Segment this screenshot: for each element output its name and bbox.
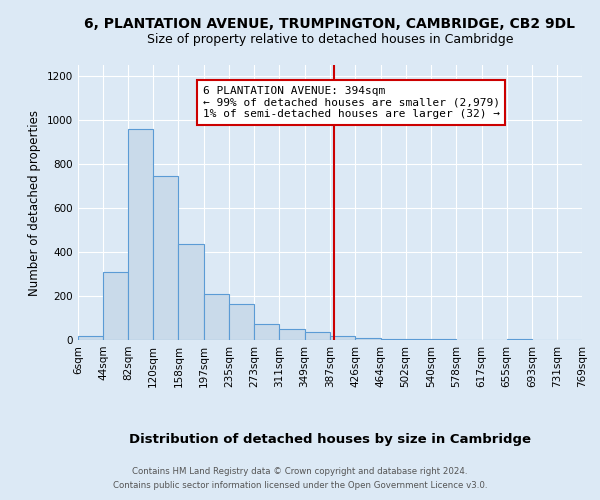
Bar (506, 339, 532, 340)
Bar (128, 129, 154, 340)
Text: 6 PLANTATION AVENUE: 394sqm
← 99% of detached houses are smaller (2,979)
1% of s: 6 PLANTATION AVENUE: 394sqm ← 99% of det… (203, 86, 500, 119)
Text: Distribution of detached houses by size in Cambridge: Distribution of detached houses by size … (129, 432, 531, 446)
Bar (103, 272, 128, 340)
Bar (431, 339, 456, 340)
Bar (229, 304, 254, 340)
Bar (355, 338, 380, 340)
Text: Contains public sector information licensed under the Open Government Licence v3: Contains public sector information licen… (113, 481, 487, 490)
Text: 6, PLANTATION AVENUE, TRUMPINGTON, CAMBRIDGE, CB2 9DL: 6, PLANTATION AVENUE, TRUMPINGTON, CAMBR… (85, 18, 575, 32)
Text: Size of property relative to detached houses in Cambridge: Size of property relative to detached ho… (147, 32, 513, 46)
Text: Contains HM Land Registry data © Crown copyright and database right 2024.: Contains HM Land Registry data © Crown c… (132, 468, 468, 476)
Bar (280, 329, 305, 340)
Bar (78, 336, 103, 340)
Bar (154, 176, 178, 340)
Bar (329, 336, 355, 340)
Bar (305, 332, 329, 340)
Y-axis label: Number of detached properties: Number of detached properties (28, 110, 41, 296)
Bar (178, 244, 204, 340)
Bar (204, 294, 229, 340)
Bar (380, 339, 406, 340)
Bar (406, 339, 431, 340)
Bar (254, 324, 280, 340)
